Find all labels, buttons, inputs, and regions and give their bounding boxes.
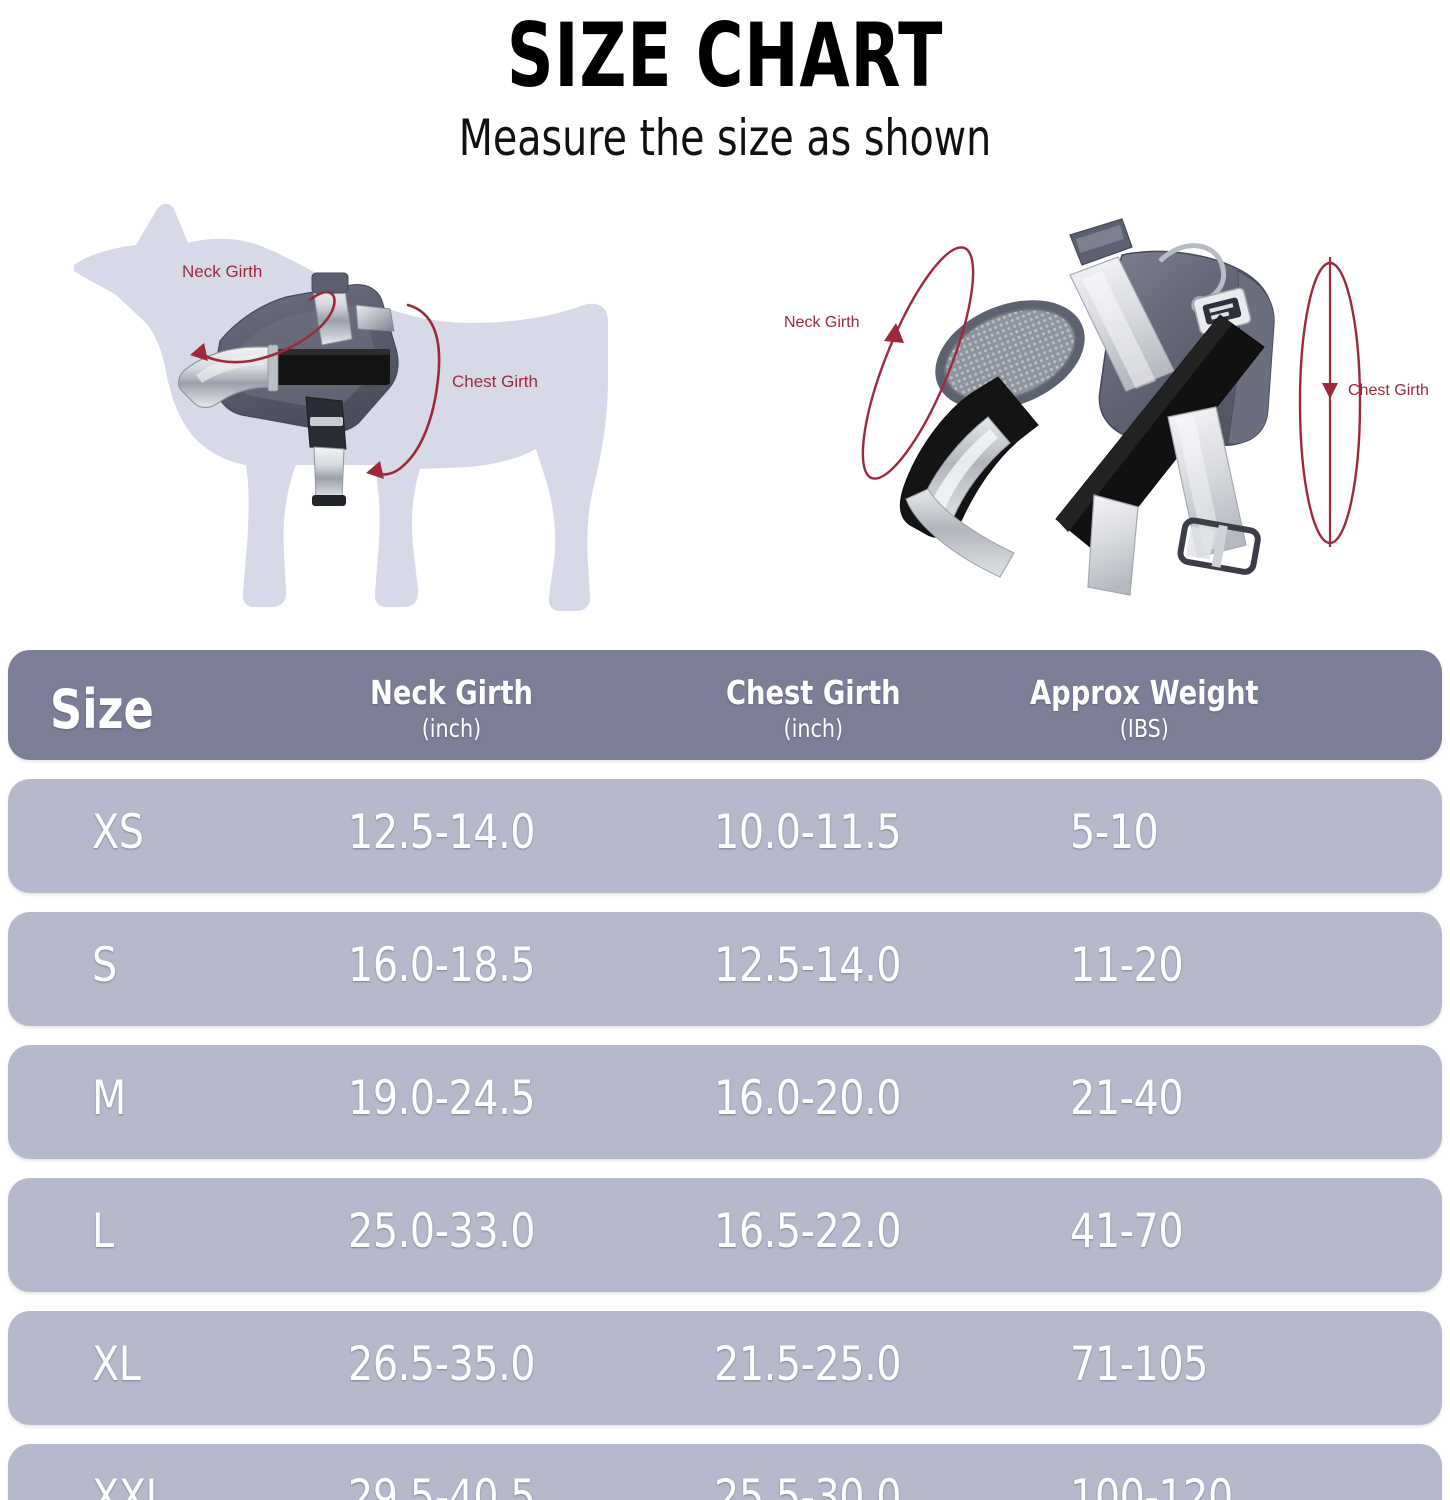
cell-neck: 26.5-35.0: [348, 1337, 536, 1392]
neck-girth-label-right: Neck Girth: [784, 314, 860, 331]
table-row: XS 12.5-14.0 10.0-11.5 5-10: [8, 779, 1442, 893]
cell-weight: 41-70: [1070, 1204, 1184, 1259]
chest-girth-annotation: Chest Girth: [366, 303, 538, 479]
column-header-neck-girth: Neck Girth (inch): [370, 674, 533, 744]
cell-chest: 12.5-14.0: [714, 938, 902, 993]
neck-girth-annotation: Neck Girth: [182, 262, 336, 364]
cell-neck: 25.0-33.0: [348, 1204, 536, 1259]
page-title: SIZE CHART: [506, 4, 944, 107]
column-header-approx-weight-unit: (IBS): [1119, 714, 1169, 743]
harness-product-diagram: Neck Girth Chest Girth: [770, 195, 1450, 615]
cell-chest: 21.5-25.0: [714, 1337, 902, 1392]
chest-girth-label-right: Chest Girth: [1348, 382, 1429, 399]
cell-chest: 16.0-20.0: [714, 1071, 902, 1126]
dog-harness-diagram: Neck Girth Chest Girth: [60, 165, 680, 635]
cell-size: XXL: [92, 1470, 168, 1500]
harness-photo-graphic: [900, 218, 1275, 596]
cell-chest: 10.0-11.5: [714, 805, 902, 860]
neck-girth-annotation-right: Neck Girth: [784, 246, 975, 480]
column-header-chest-girth-unit: (inch): [783, 714, 844, 743]
table-row: M 19.0-24.5 16.0-20.0 21-40: [8, 1045, 1442, 1159]
cell-chest: 16.5-22.0: [714, 1204, 902, 1259]
cell-size: XS: [92, 805, 144, 860]
cell-weight: 11-20: [1070, 938, 1184, 993]
column-header-neck-girth-label: Neck Girth: [370, 673, 533, 712]
cell-neck: 12.5-14.0: [348, 805, 536, 860]
cell-size: S: [92, 938, 117, 993]
cell-neck: 29.5-40.5: [348, 1470, 536, 1500]
chest-girth-label-left: Chest Girth: [452, 372, 538, 391]
size-chart-table: Size Neck Girth (inch) Chest Girth (inch…: [8, 650, 1442, 1500]
cell-chest: 25.5-30.0: [714, 1470, 902, 1500]
cell-neck: 16.0-18.5: [348, 938, 536, 993]
cell-weight: 71-105: [1070, 1337, 1208, 1392]
column-header-approx-weight-label: Approx Weight: [1030, 673, 1259, 712]
table-row: XL 26.5-35.0 21.5-25.0 71-105: [8, 1311, 1442, 1425]
cell-size: L: [92, 1204, 114, 1259]
cell-weight: 100-120: [1070, 1470, 1233, 1500]
column-header-neck-girth-unit: (inch): [421, 714, 482, 743]
cell-weight: 21-40: [1070, 1071, 1184, 1126]
cell-weight: 5-10: [1070, 805, 1159, 860]
illustration-area: Neck Girth Chest Girth: [0, 165, 1450, 635]
cell-neck: 19.0-24.5: [348, 1071, 536, 1126]
table-row: L 25.0-33.0 16.5-22.0 41-70: [8, 1178, 1442, 1292]
page-subtitle: Measure the size as shown: [458, 109, 992, 167]
column-header-approx-weight: Approx Weight (IBS): [1030, 674, 1259, 744]
cell-size: XL: [92, 1337, 141, 1392]
column-header-chest-girth-label: Chest Girth: [726, 673, 901, 712]
chest-girth-annotation-right: Chest Girth: [1298, 257, 1429, 547]
page-header: SIZE CHART Measure the size as shown: [0, 0, 1450, 180]
column-header-size: Size: [50, 678, 154, 741]
cell-size: M: [92, 1071, 126, 1126]
table-row: S 16.0-18.5 12.5-14.0 11-20: [8, 912, 1442, 1026]
column-header-chest-girth: Chest Girth (inch): [726, 674, 901, 744]
table-row: XXL 29.5-40.5 25.5-30.0 100-120: [8, 1444, 1442, 1500]
neck-girth-label-left: Neck Girth: [182, 262, 262, 281]
table-header-row: Size Neck Girth (inch) Chest Girth (inch…: [8, 650, 1442, 760]
